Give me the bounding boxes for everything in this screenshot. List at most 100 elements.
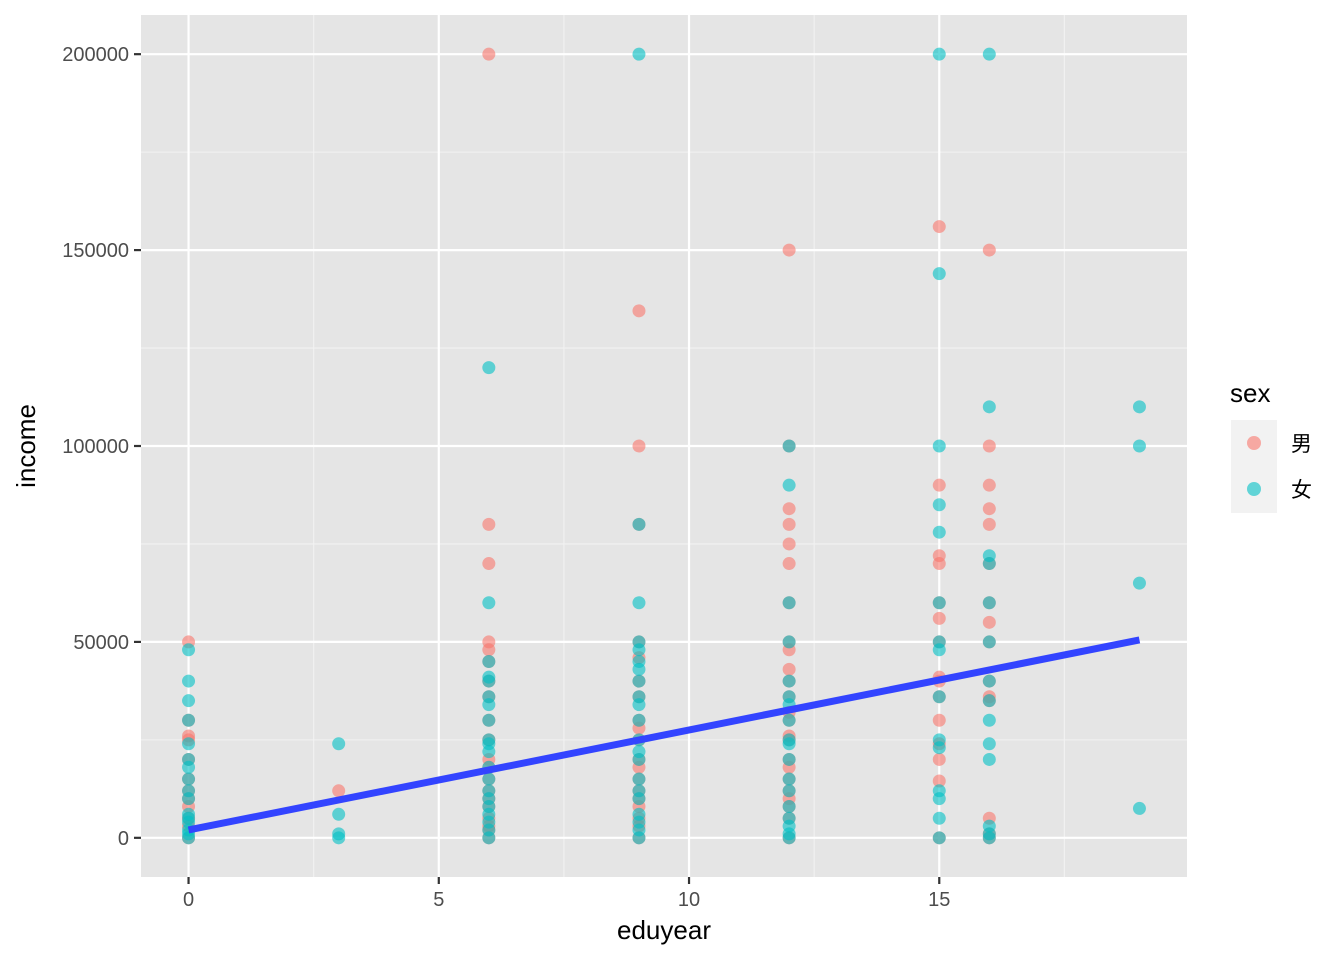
data-point: [982, 47, 996, 61]
data-point: [982, 517, 996, 531]
data-point: [632, 674, 646, 688]
data-point: [782, 635, 796, 649]
data-point: [982, 439, 996, 453]
data-point: [632, 792, 646, 806]
data-point: [182, 772, 196, 786]
x-tick-label: 0: [183, 889, 194, 911]
x-tick-label: 15: [928, 889, 950, 911]
data-point: [332, 831, 346, 845]
data-point: [482, 745, 496, 759]
data-point: [782, 799, 796, 813]
data-point: [982, 400, 996, 414]
legend: sex 男 女: [1230, 378, 1312, 513]
data-point: [1132, 439, 1146, 453]
data-point: [932, 774, 946, 788]
y-tick-label: 200000: [62, 44, 129, 66]
data-point: [982, 596, 996, 610]
data-point: [482, 47, 496, 61]
data-point: [632, 643, 646, 657]
data-point: [982, 674, 996, 688]
data-point: [482, 674, 496, 688]
data-point: [632, 304, 646, 318]
data-point: [932, 525, 946, 539]
data-point: [932, 643, 946, 657]
data-point: [632, 662, 646, 676]
legend-label-male: 男: [1291, 432, 1312, 456]
x-tick-label: 10: [678, 889, 700, 911]
legend-key-male: [1247, 436, 1261, 450]
regression-line: [187, 636, 1141, 834]
data-point: [482, 361, 496, 375]
data-point: [182, 643, 196, 657]
data-point: [782, 713, 796, 727]
legend-key-female: [1247, 482, 1261, 496]
data-point: [982, 694, 996, 708]
data-point: [482, 831, 496, 845]
data-point: [782, 674, 796, 688]
data-point: [182, 831, 196, 845]
data-point: [182, 760, 196, 774]
data-point: [1132, 400, 1146, 414]
data-point: [632, 831, 646, 845]
data-point: [482, 655, 496, 668]
data-point: [782, 772, 796, 786]
data-point: [932, 267, 946, 281]
data-point: [932, 611, 946, 625]
data-point: [782, 784, 796, 798]
data-point: [982, 478, 996, 492]
data-point: [982, 831, 996, 845]
data-point: [932, 752, 946, 766]
data-point: [932, 220, 946, 234]
data-point: [782, 596, 796, 610]
y-tick-label: 150000: [62, 240, 129, 262]
data-point: [782, 439, 796, 453]
data-point: [632, 772, 646, 786]
data-point: [182, 674, 196, 688]
data-point: [632, 439, 646, 453]
data-point: [982, 615, 996, 629]
data-point: [782, 737, 796, 751]
axes: 0 5 10 15 0 50000 100000 150000 200000: [62, 44, 950, 911]
data-point: [332, 737, 346, 751]
data-point: [482, 643, 496, 657]
data-point: [932, 690, 946, 704]
data-point: [932, 439, 946, 453]
regression-line-group: [187, 636, 1141, 834]
data-point: [932, 557, 946, 571]
y-tick-label: 0: [118, 828, 129, 850]
data-point: [932, 713, 946, 727]
data-point: [1132, 576, 1146, 590]
data-point: [932, 47, 946, 61]
legend-key-background: [1231, 420, 1277, 513]
data-point: [482, 517, 496, 531]
data-point: [982, 635, 996, 649]
data-point: [482, 557, 496, 571]
data-point: [982, 737, 996, 751]
data-point: [182, 694, 196, 708]
data-point: [482, 596, 496, 610]
data-point: [782, 243, 796, 257]
x-axis-title: eduyear: [617, 915, 711, 945]
y-axis-title: income: [11, 404, 41, 488]
data-point: [1132, 801, 1146, 815]
data-point: [482, 713, 496, 727]
data-point: [932, 811, 946, 825]
data-point: [482, 698, 496, 712]
data-point: [932, 741, 946, 755]
y-tick-label: 50000: [73, 632, 129, 654]
x-tick-label: 5: [433, 889, 444, 911]
y-tick-label: 100000: [62, 436, 129, 458]
data-point: [932, 498, 946, 512]
data-point: [932, 596, 946, 610]
data-point: [932, 831, 946, 845]
data-point: [982, 557, 996, 571]
data-point: [482, 772, 496, 786]
data-point: [632, 596, 646, 610]
data-point: [932, 478, 946, 492]
data-point: [982, 752, 996, 766]
series-female: [182, 47, 1146, 845]
data-point: [782, 537, 796, 551]
data-point: [982, 502, 996, 516]
data-point: [632, 698, 646, 712]
